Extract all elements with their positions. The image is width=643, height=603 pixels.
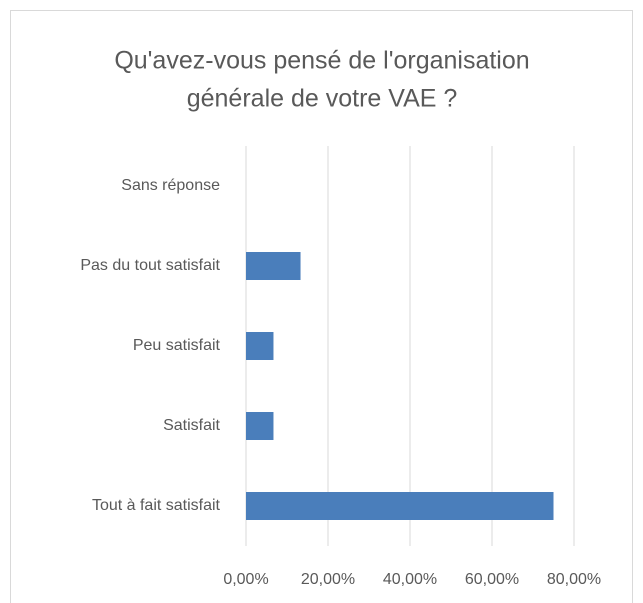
bar: [246, 332, 274, 360]
chart-title: Qu'avez-vous pensé de l'organisation: [114, 47, 529, 75]
bar: [246, 492, 554, 520]
x-tick-label: 60,00%: [465, 571, 519, 588]
y-tick-label: Pas du tout satisfait: [80, 257, 220, 274]
x-tick-label: 80,00%: [547, 571, 601, 588]
bar: [246, 412, 274, 440]
y-tick-label: Peu satisfait: [133, 337, 221, 354]
x-tick-label: 20,00%: [301, 571, 355, 588]
chart-title: générale de votre VAE ?: [187, 85, 458, 113]
x-tick-label: 0,00%: [223, 571, 268, 588]
y-tick-label: Tout à fait satisfait: [92, 497, 221, 514]
y-tick-label: Sans réponse: [121, 177, 220, 194]
bar: [246, 252, 301, 280]
y-tick-label: Satisfait: [163, 417, 220, 434]
x-tick-label: 40,00%: [383, 571, 437, 588]
